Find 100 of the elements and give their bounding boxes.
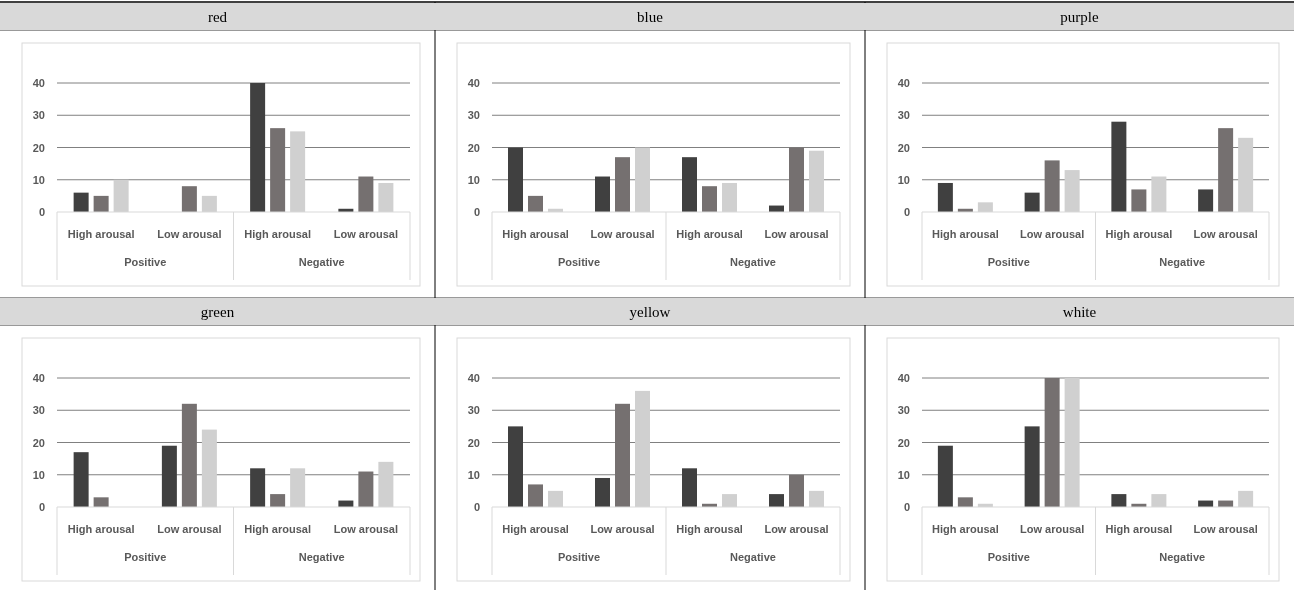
y-tick-label: 40 [897, 372, 910, 384]
x-tick-label: High arousal [1105, 228, 1173, 240]
text: Negative [1159, 256, 1206, 268]
bar [789, 474, 804, 507]
y-tick-label: 30 [897, 109, 910, 122]
bar [528, 484, 543, 507]
x-tick-label: Low arousal [590, 523, 655, 535]
bar [508, 426, 523, 507]
chart-title: blue [637, 9, 664, 25]
y-tick-label: 0 [903, 206, 910, 218]
bar [789, 147, 804, 212]
bar [358, 471, 374, 507]
chart-title: white [1062, 304, 1097, 320]
x-tick-label: Low arousal [1193, 228, 1258, 240]
bar [358, 176, 374, 212]
y-tick-label: 20 [897, 436, 910, 449]
y-tick-label: 10 [32, 468, 45, 481]
bar [528, 195, 543, 212]
y-tick-label: 40 [32, 372, 45, 384]
text: Negative [730, 256, 776, 268]
x-tick-label: High arousal [676, 228, 743, 240]
text: Positive [557, 551, 601, 563]
x-tick-label: Low arousal [1193, 523, 1258, 535]
y-tick-label: 40 [467, 77, 480, 89]
bar [595, 477, 610, 507]
bar [181, 403, 197, 507]
x-tick-label: High arousal [67, 523, 135, 535]
x-tick-label: Low arousal [157, 228, 222, 240]
bar [682, 468, 697, 507]
bar [1111, 121, 1127, 212]
x-tick-label: High arousal [932, 228, 999, 240]
x-tick-label: High arousal [244, 523, 311, 535]
bar [73, 452, 89, 507]
bar [615, 157, 630, 212]
bar [1024, 426, 1040, 507]
text: Positive [124, 551, 167, 563]
bar [769, 494, 784, 507]
y-tick-label: 30 [467, 109, 480, 122]
text: Negative [298, 256, 345, 268]
bar [1024, 192, 1040, 212]
x-tick-label: Low arousal [333, 228, 398, 240]
chart-title: purple [1060, 9, 1099, 25]
y-tick-label: 10 [897, 468, 910, 481]
bar [250, 468, 266, 507]
y-tick-label: 10 [32, 173, 45, 186]
y-tick-label: 20 [32, 436, 45, 449]
bar [1198, 189, 1214, 212]
bar [93, 497, 109, 507]
bar [1044, 378, 1060, 507]
x-tick-label: High arousal [1105, 523, 1173, 535]
x-tick-label: Low arousal [333, 523, 398, 535]
y-tick-label: 40 [32, 77, 45, 89]
bar [615, 403, 630, 507]
y-tick-label: 30 [897, 404, 910, 417]
text: Negative [1159, 551, 1206, 563]
bar [937, 182, 953, 212]
text: Positive [124, 256, 167, 268]
x-tick-label: High arousal [67, 228, 135, 240]
bar [682, 157, 697, 212]
bar [161, 445, 177, 507]
y-tick-label: 30 [32, 404, 45, 417]
x-tick-label: High arousal [932, 523, 999, 535]
bar [957, 497, 973, 507]
x-tick-label: Low arousal [157, 523, 222, 535]
y-tick-label: 0 [38, 501, 45, 513]
bar [1218, 128, 1234, 212]
text: Positive [557, 256, 601, 268]
y-tick-label: 30 [32, 109, 45, 122]
x-tick-label: High arousal [502, 228, 569, 240]
y-tick-label: 10 [467, 468, 480, 481]
bar [270, 128, 286, 212]
x-tick-label: High arousal [244, 228, 311, 240]
bar [73, 192, 89, 212]
bar [595, 176, 610, 212]
x-tick-label: Low arousal [764, 228, 829, 240]
bar [250, 83, 266, 212]
y-tick-label: 20 [32, 141, 45, 154]
text: Positive [987, 256, 1030, 268]
text: Negative [298, 551, 345, 563]
y-tick-label: 40 [467, 372, 480, 384]
bar [1044, 160, 1060, 212]
text: Negative [730, 551, 776, 563]
bar [1111, 494, 1127, 507]
y-tick-label: 20 [467, 141, 480, 154]
y-tick-label: 30 [467, 404, 480, 417]
x-tick-label: Low arousal [1020, 228, 1085, 240]
y-tick-label: 0 [903, 501, 910, 513]
text: Positive [987, 551, 1030, 563]
chart-title: yellow [629, 304, 671, 320]
chart-title: green [200, 304, 235, 320]
y-tick-label: 20 [897, 141, 910, 154]
y-tick-label: 0 [473, 501, 480, 513]
x-tick-label: Low arousal [1020, 523, 1085, 535]
x-tick-label: Low arousal [590, 228, 655, 240]
y-tick-label: 0 [473, 206, 480, 218]
x-tick-label: High arousal [502, 523, 569, 535]
chart-title: red [207, 9, 228, 25]
bar [93, 195, 109, 212]
y-tick-label: 40 [897, 77, 910, 89]
bar [937, 445, 953, 507]
